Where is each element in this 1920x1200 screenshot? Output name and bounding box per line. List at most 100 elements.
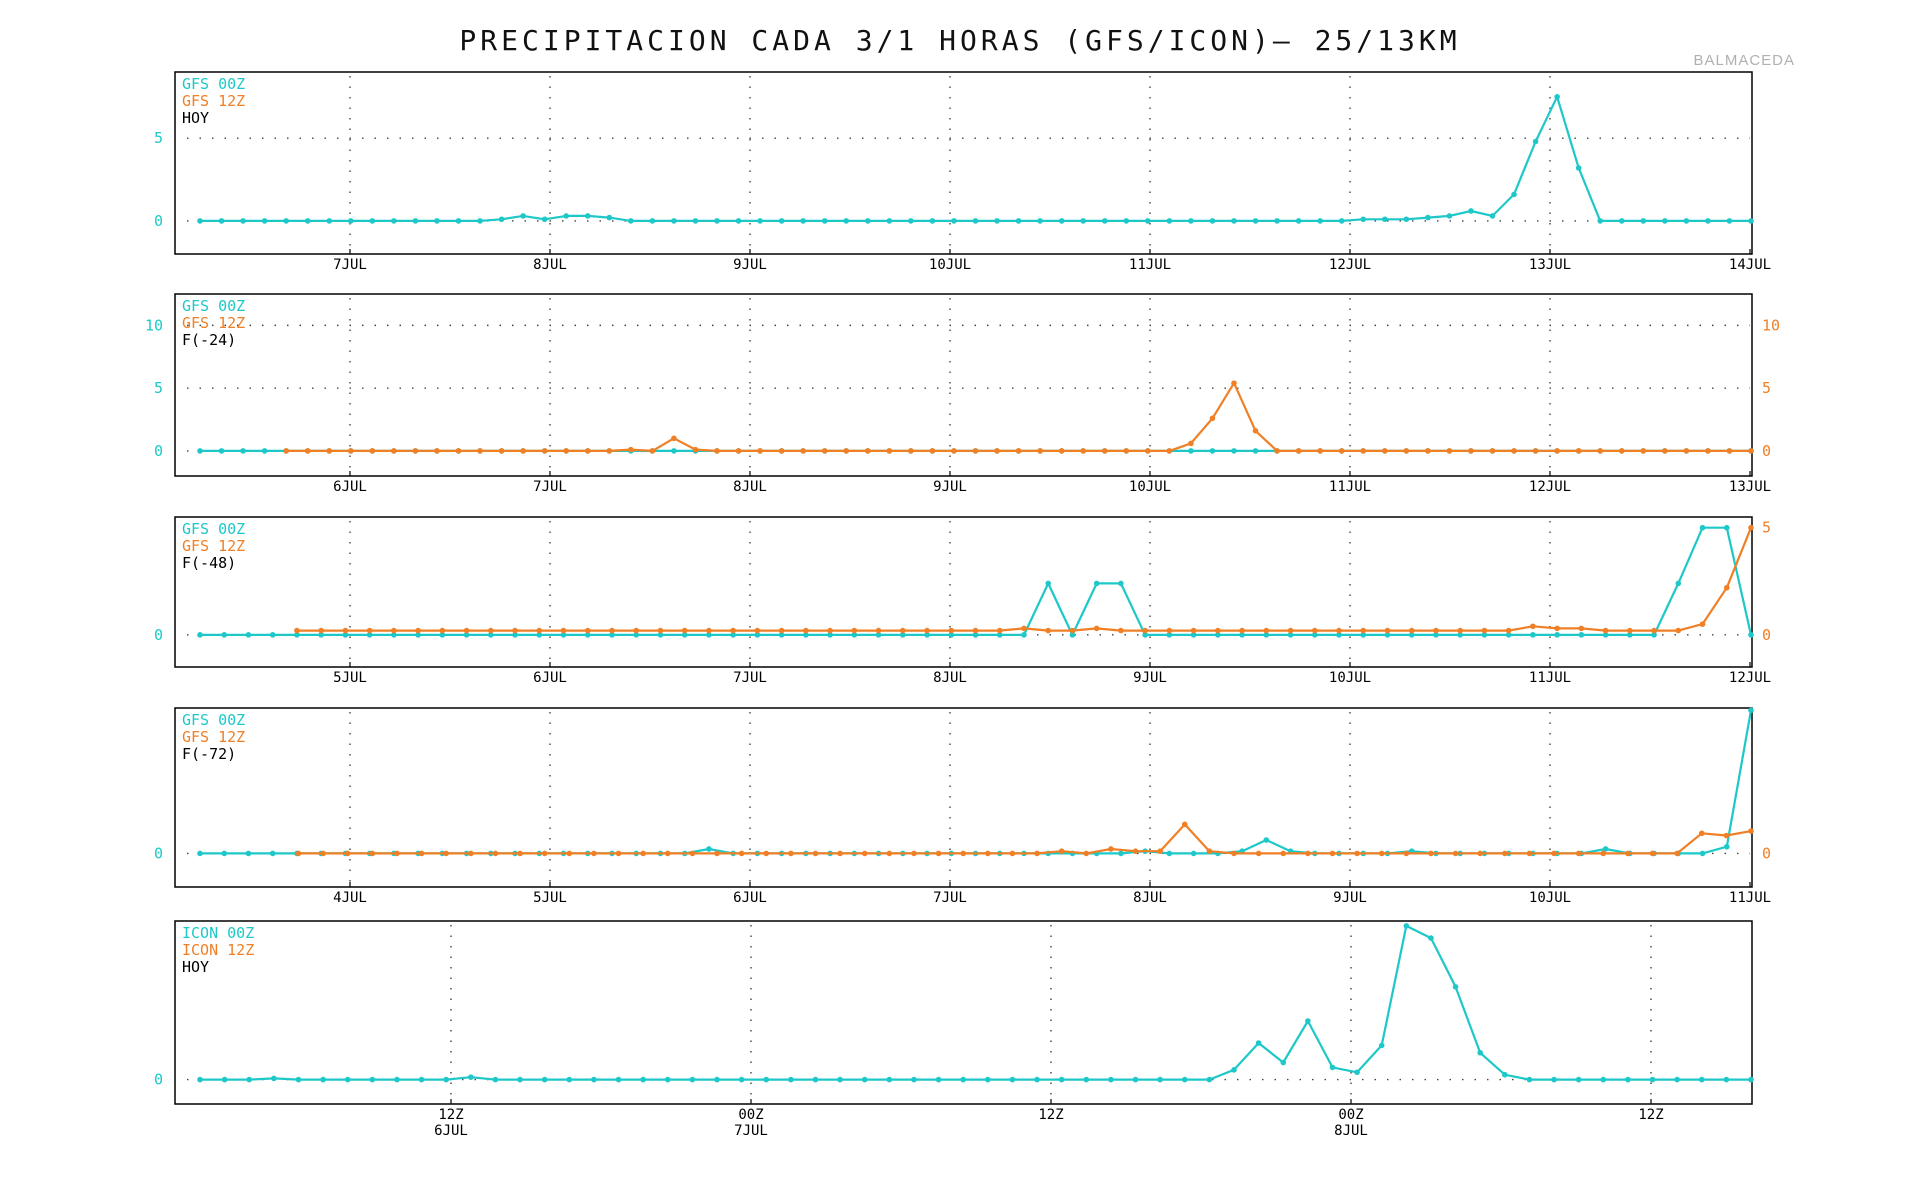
data-point [1600,1076,1607,1083]
data-point [1683,218,1690,224]
x-tick-label: 12Z [1038,1107,1063,1123]
series-line-00z [200,924,1751,1081]
data-point [517,850,523,857]
data-point [1336,627,1342,634]
data-point [1108,846,1114,852]
data-point [566,1076,573,1083]
data-point [821,448,828,454]
data-point [560,632,567,638]
data-point [864,448,871,454]
data-point [1280,1059,1287,1066]
data-point [1058,218,1065,224]
data-point [1329,1064,1336,1071]
x-tick-label: 6JUL [533,670,567,686]
data-point [1231,448,1237,454]
data-point [778,218,785,224]
data-point [861,850,868,857]
x-tick-label: 5JUL [333,670,367,686]
data-point [671,435,677,442]
x-tick-label: 00Z [738,1107,763,1123]
data-point [1384,632,1391,638]
data-point [1723,524,1730,531]
data-point [498,216,505,223]
data-point [261,218,268,224]
data-point [1597,448,1604,454]
y-tick-label-right: 5 [1762,519,1771,537]
data-point [1058,448,1065,454]
data-point [757,218,763,224]
data-point [692,446,699,453]
data-point [1748,524,1754,531]
data-point [935,850,942,857]
data-point [391,627,397,634]
data-point [1206,1076,1213,1083]
data-point [821,218,828,224]
data-point [1600,850,1607,857]
data-point [1526,1076,1533,1083]
data-point [1015,448,1022,454]
data-point [1433,632,1439,638]
data-point [443,1076,449,1083]
data-point [763,850,770,857]
data-point [1190,627,1197,634]
series-line-00z [200,710,1753,855]
data-point [342,627,349,634]
data-point [1215,632,1221,638]
x-tick-label: 9JUL [1133,670,1167,686]
data-point [1263,627,1270,634]
data-point [1627,627,1633,634]
data-point [541,216,548,223]
data-point [245,850,252,857]
data-point [295,1076,302,1083]
x-tick-label: 7JUL [733,670,767,686]
data-point [1329,850,1336,857]
data-point [735,218,742,224]
data-point [861,1076,868,1083]
x-tick-label: 11JUL [1729,890,1771,906]
data-point [1602,846,1609,852]
data-point [1252,448,1259,454]
data-point [1723,843,1730,850]
data-point [1428,935,1434,941]
data-point [908,448,914,454]
data-point [649,448,656,454]
data-point [344,1076,351,1083]
plot-frame [174,71,1753,255]
legend-entry: GFS 12Z [182,314,245,332]
data-point [972,448,979,454]
data-point [304,448,311,454]
data-point [754,632,761,638]
data-point [477,448,483,454]
data-point [671,218,677,224]
data-point [1021,632,1027,638]
data-point [246,1076,253,1083]
data-point [1295,448,1302,454]
data-point [1239,627,1245,634]
data-point [418,850,425,857]
data-point [1274,218,1280,224]
data-point [415,627,421,634]
data-point [788,850,794,857]
x-tick-label: 11JUL [1329,479,1371,495]
data-point [1080,218,1087,224]
data-point [536,632,543,638]
x-tick-label: 10JUL [929,257,971,273]
data-point [591,850,597,857]
data-point [1093,580,1100,587]
x-tick-label: 13JUL [1529,257,1571,273]
y-tick-label-left: 0 [154,1071,163,1089]
data-point [1698,830,1705,837]
plot-frame [174,920,1753,1105]
data-point [1338,218,1345,224]
data-point [1305,850,1311,857]
data-point [649,218,656,224]
data-point [664,1076,671,1083]
data-point [1145,218,1151,224]
data-point [1037,448,1043,454]
data-point [1651,632,1657,638]
data-point [1123,218,1130,224]
data-point [1190,850,1197,857]
data-point [951,218,957,224]
data-point [1748,707,1754,714]
